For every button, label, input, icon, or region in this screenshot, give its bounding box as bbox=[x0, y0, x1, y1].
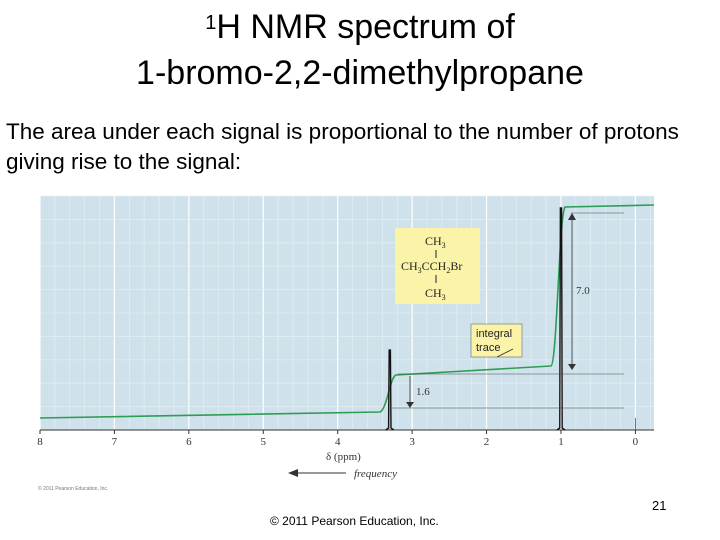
integral-value-1: 1.6 bbox=[416, 386, 430, 398]
integral-label-box bbox=[470, 323, 523, 358]
structure-line-3: CH3 bbox=[425, 286, 446, 302]
title-text: H NMR spectrum of bbox=[216, 8, 515, 46]
x-axis-label: δ (ppm) bbox=[326, 451, 361, 463]
x-tick-label-1: 1 bbox=[558, 436, 564, 448]
frequency-arrow: frequency bbox=[288, 468, 397, 480]
callout-pointer bbox=[496, 348, 514, 358]
page-number: 21 bbox=[652, 498, 667, 513]
integral-label-line-1: integral bbox=[476, 328, 512, 340]
peak-2 bbox=[556, 207, 566, 431]
x-tick-label-3: 3 bbox=[409, 436, 415, 448]
dim-arrow-2-head-up bbox=[568, 213, 576, 220]
dim-arrow-1-head bbox=[406, 402, 414, 408]
frequency-label: frequency bbox=[354, 468, 397, 480]
dim-arrow-2-head-down bbox=[568, 364, 576, 370]
figure-credit: © 2011 Pearson Education, Inc. bbox=[38, 485, 108, 492]
structure-line-1: CH3 bbox=[425, 234, 446, 250]
molecule-structure: CH3 CH3CCH2Br CH3 bbox=[395, 228, 480, 304]
copyright-notice: © 2011 Pearson Education, Inc. bbox=[270, 514, 439, 528]
spectrum-peaks bbox=[385, 207, 636, 431]
x-tick-label-5: 5 bbox=[261, 436, 267, 448]
slide-subtitle: The area under each signal is proportion… bbox=[6, 119, 679, 174]
peak-1 bbox=[385, 349, 395, 431]
x-tick-label-4: 4 bbox=[335, 436, 341, 448]
page-title-line-1: 1H NMR spectrum of bbox=[0, 8, 720, 46]
structure-box bbox=[395, 228, 480, 304]
integral-trace-callout: integral trace bbox=[470, 323, 523, 358]
title-superscript: 1 bbox=[205, 12, 217, 34]
page-title-line-2: 1-bromo-2,2-dimethylpropane bbox=[136, 54, 584, 92]
x-tick-label-7: 7 bbox=[112, 436, 118, 448]
x-tick-label-8: 8 bbox=[37, 436, 43, 448]
integral-dimension-markers bbox=[392, 212, 624, 409]
x-ticks: 8 7 6 5 4 3 2 1 0 bbox=[37, 430, 639, 448]
x-tick-label-2: 2 bbox=[484, 436, 490, 448]
integral-value-2: 7.0 bbox=[576, 285, 590, 297]
integral-label-line-2: trace bbox=[476, 342, 500, 354]
x-tick-label-0: 0 bbox=[633, 436, 639, 448]
frequency-arrow-head bbox=[288, 469, 298, 477]
structure-line-2: CH3CCH2Br bbox=[401, 259, 462, 275]
x-tick-label-6: 6 bbox=[186, 436, 192, 448]
